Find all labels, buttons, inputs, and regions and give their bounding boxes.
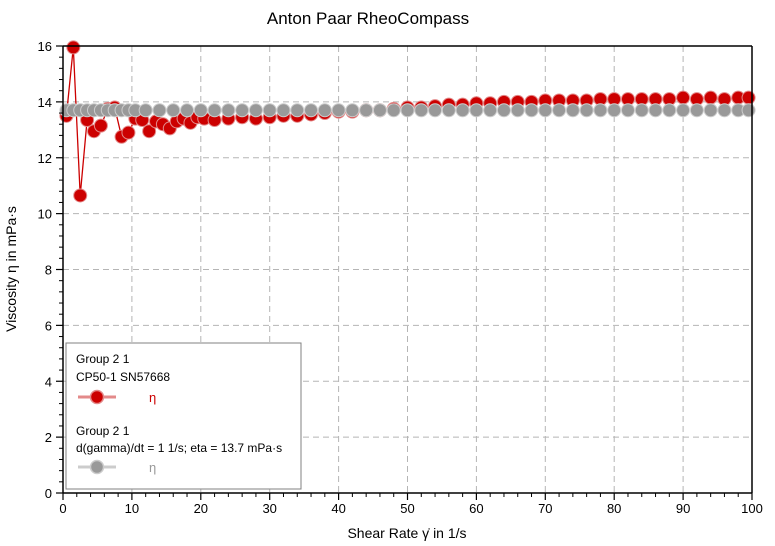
x-tick-label: 10 <box>125 501 139 516</box>
data-point <box>741 103 756 118</box>
data-point <box>207 103 222 118</box>
data-point <box>703 103 718 118</box>
data-point <box>121 125 136 140</box>
data-point <box>138 103 153 118</box>
y-tick-label: 8 <box>45 263 52 278</box>
x-tick-label: 60 <box>469 501 483 516</box>
data-point <box>648 103 663 118</box>
data-point <box>142 124 157 139</box>
data-point <box>166 103 181 118</box>
x-axis-label: Shear Rate γ̇ in 1/s <box>347 525 466 541</box>
legend-group-1: Group 2 1 <box>76 352 130 366</box>
data-point <box>717 103 732 118</box>
y-tick-label: 10 <box>38 207 52 222</box>
data-point <box>662 103 677 118</box>
x-tick-label: 40 <box>331 501 345 516</box>
data-point <box>620 103 635 118</box>
y-tick-label: 14 <box>38 95 52 110</box>
y-tick-label: 2 <box>45 430 52 445</box>
y-tick-label: 16 <box>38 39 52 54</box>
y-tick-label: 0 <box>45 486 52 501</box>
x-tick-label: 50 <box>400 501 414 516</box>
x-tick-label: 90 <box>676 501 690 516</box>
data-point <box>235 103 250 118</box>
legend-marker-2 <box>89 459 105 475</box>
legend-marker-1 <box>89 389 105 405</box>
data-point <box>689 103 704 118</box>
data-point <box>290 103 305 118</box>
legend-group-2: Group 2 1 <box>76 424 130 438</box>
data-point <box>441 103 456 118</box>
data-point <box>741 90 756 105</box>
data-point <box>579 103 594 118</box>
data-point <box>676 103 691 118</box>
y-tick-label: 4 <box>45 374 52 389</box>
legend: Group 2 1 CP50-1 SN57668 η Group 2 1 d(g… <box>65 342 302 490</box>
data-point <box>276 103 291 118</box>
data-point <box>93 118 108 133</box>
data-point <box>510 103 525 118</box>
x-tick-label: 70 <box>538 501 552 516</box>
y-axis-label: Viscosity η in mPa·s <box>3 206 19 332</box>
data-point <box>193 103 208 118</box>
legend-series-label-2: η <box>149 460 156 475</box>
data-point <box>538 103 553 118</box>
legend-series-label-1: η <box>149 390 156 405</box>
legend-subtitle-2: d(gamma)/dt = 1 1/s; eta = 13.7 mPa·s <box>76 441 282 455</box>
data-point <box>66 40 81 55</box>
data-point <box>428 103 443 118</box>
data-point <box>331 103 346 118</box>
ticks: 0 10 20 30 40 50 60 70 80 90 100 0 2 4 6 8 10 12 14 16 <box>38 39 763 516</box>
data-point <box>552 103 567 118</box>
y-tick-label: 12 <box>38 151 52 166</box>
data-point <box>565 103 580 118</box>
data-point <box>180 103 195 118</box>
chart-title: Anton Paar RheoCompass <box>267 9 469 28</box>
data-point <box>73 188 88 203</box>
data-point <box>152 103 167 118</box>
x-tick-label: 20 <box>194 501 208 516</box>
x-tick-label: 30 <box>262 501 276 516</box>
y-tick-label: 6 <box>45 318 52 333</box>
data-point <box>703 90 718 105</box>
data-point <box>607 103 622 118</box>
data-point <box>221 103 236 118</box>
data-point <box>676 90 691 105</box>
data-point <box>483 103 498 118</box>
data-point <box>455 103 470 118</box>
data-point <box>359 103 374 118</box>
x-tick-label: 80 <box>607 501 621 516</box>
data-point <box>593 103 608 118</box>
legend-box <box>65 342 302 490</box>
data-point <box>345 103 360 118</box>
data-point <box>469 103 484 118</box>
data-point <box>248 103 263 118</box>
data-point <box>414 103 429 118</box>
data-point <box>400 103 415 118</box>
x-tick-label: 100 <box>741 501 763 516</box>
data-point <box>372 103 387 118</box>
series-layer <box>59 40 756 203</box>
data-point <box>496 103 511 118</box>
data-point <box>262 103 277 118</box>
legend-subtitle-1: CP50-1 SN57668 <box>76 370 170 384</box>
data-point <box>524 103 539 118</box>
data-point <box>386 103 401 118</box>
data-point <box>634 103 649 118</box>
series-2 <box>59 103 756 118</box>
x-tick-label: 0 <box>59 501 66 516</box>
data-point <box>317 103 332 118</box>
data-point <box>304 103 319 118</box>
